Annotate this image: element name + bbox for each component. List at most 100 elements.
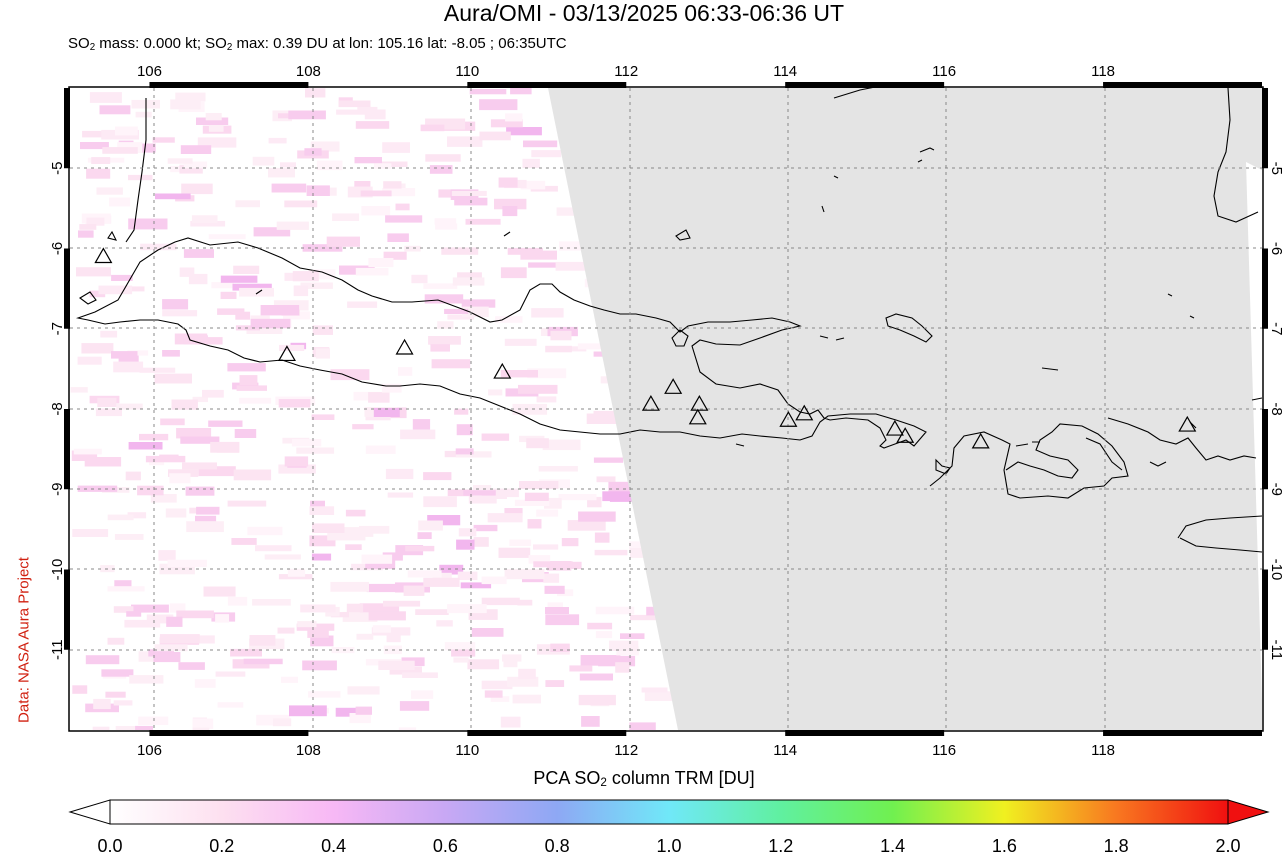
colorbar: 0.0 0.2 0.4 0.6 0.8 1.0 1.2 1.4 1.6 1.8 2.0 (68, 799, 1270, 855)
so2-pixel (531, 308, 564, 318)
so2-pixel (310, 500, 325, 507)
lat-tick-label-right: -6 (1268, 242, 1285, 255)
so2-pixel (502, 654, 522, 662)
so2-pixel (382, 188, 416, 197)
so2-pixel (494, 198, 527, 210)
so2-pixel (91, 157, 111, 164)
frame-bar-bottom (149, 730, 309, 736)
so2-pixel (292, 271, 319, 282)
volcano-marker-icon (688, 408, 707, 425)
lon-tick-label-top: 116 (932, 63, 956, 80)
lat-tick-label-left: -10 (49, 559, 66, 581)
so2-pixel (311, 553, 332, 561)
so2-pixel (80, 142, 109, 150)
so2-pixel (432, 572, 452, 583)
so2-pixel (272, 718, 292, 727)
so2-pixel (250, 318, 291, 329)
so2-pixel (615, 662, 630, 673)
so2-pixel (89, 92, 122, 103)
so2-pixel (310, 635, 334, 647)
so2-pixel (378, 660, 415, 670)
so2-pixel (306, 185, 330, 196)
frame-bar-bottom (785, 730, 945, 736)
so2-pixel (169, 473, 191, 484)
colorbar-tick-label: 1.4 (880, 836, 905, 855)
so2-pixel (542, 439, 581, 451)
so2-pixel (368, 611, 406, 621)
so2-pixel (536, 509, 559, 517)
so2-pixel (383, 181, 402, 189)
so2-pixel (128, 286, 145, 292)
so2-pixel (178, 662, 205, 670)
so2-pixel (118, 353, 139, 364)
so2-pixel (310, 141, 340, 152)
so2-pixel (481, 576, 507, 585)
so2-pixel (196, 506, 220, 515)
so2-pixel (179, 164, 203, 174)
so2-pixel (587, 496, 602, 508)
so2-pixel (116, 403, 143, 410)
frame-bar-bottom (467, 730, 627, 736)
frame-bar-bottom (1103, 730, 1262, 736)
so2-pixel (95, 408, 122, 417)
so2-pixel (239, 287, 274, 297)
so2-pixel (512, 694, 541, 704)
so2-pixel (296, 447, 335, 454)
so2-pixel (180, 436, 220, 444)
so2-pixel (284, 200, 318, 208)
so2-pixel (205, 113, 222, 121)
so2-pixel (444, 642, 476, 651)
map-title: Aura/OMI - 03/13/2025 06:33-06:36 UT (443, 0, 845, 26)
so2-pixel (138, 716, 169, 725)
so2-pixel (451, 190, 487, 196)
so2-pixel (498, 177, 518, 188)
so2-pixel (170, 99, 201, 110)
volcano-marker-icon (395, 338, 414, 355)
volcano-marker-icon (795, 404, 814, 421)
so2-pixel (98, 285, 133, 295)
frame-bar-top (1103, 82, 1262, 88)
so2-pixel (608, 481, 643, 493)
colorbar-title-sub: 2 (600, 776, 607, 789)
so2-pixel (518, 668, 536, 680)
so2-pixel (468, 495, 497, 504)
so2-pixel (609, 640, 639, 651)
so2-pixel (425, 118, 466, 130)
lon-labels-bottom: 106 108 110 112 114 116 118 (137, 742, 1115, 759)
volcano-markers (94, 247, 1197, 449)
so2-pixel (309, 535, 336, 547)
so2-pixel (227, 363, 266, 372)
so2-pixel (458, 528, 477, 537)
so2-pixel (595, 606, 635, 615)
so2-pixel (577, 343, 602, 350)
so2-pixel (609, 496, 634, 502)
so2-pixel (405, 545, 435, 552)
lon-tick-label-top: 118 (1091, 63, 1115, 80)
colorbar-tick-label: 1.0 (656, 836, 681, 855)
lon-tick-label-top: 108 (296, 63, 321, 80)
volcano-marker-icon (885, 419, 904, 436)
so2-pixel (602, 491, 635, 502)
so2-pixel (231, 538, 257, 545)
so2-pixel (154, 373, 192, 384)
so2-pixel (518, 384, 558, 394)
so2-pixel (278, 399, 311, 408)
so2-pixel (543, 573, 560, 583)
so2-pixel (381, 383, 402, 393)
lat-tick-label-right: -7 (1268, 322, 1285, 335)
so2-pixel (278, 464, 316, 474)
so2-pixel (550, 330, 572, 341)
so2-pixel (578, 694, 616, 706)
colorbar-title: PCA SO2 column TRM [DU] (0, 768, 1288, 789)
so2-pixel (302, 660, 337, 671)
so2-pixel (641, 687, 668, 693)
so2-pixel (412, 419, 431, 430)
frame-bar-right (1262, 88, 1268, 169)
so2-pixel (208, 121, 224, 132)
so2-pixel (78, 230, 94, 238)
so2-pixel (462, 306, 489, 318)
lat-tick-label-left: -9 (49, 483, 66, 496)
lat-tick-label-right: -9 (1268, 483, 1285, 496)
lat-tick-label-right: -11 (1268, 639, 1285, 660)
so2-pixel (159, 634, 200, 644)
